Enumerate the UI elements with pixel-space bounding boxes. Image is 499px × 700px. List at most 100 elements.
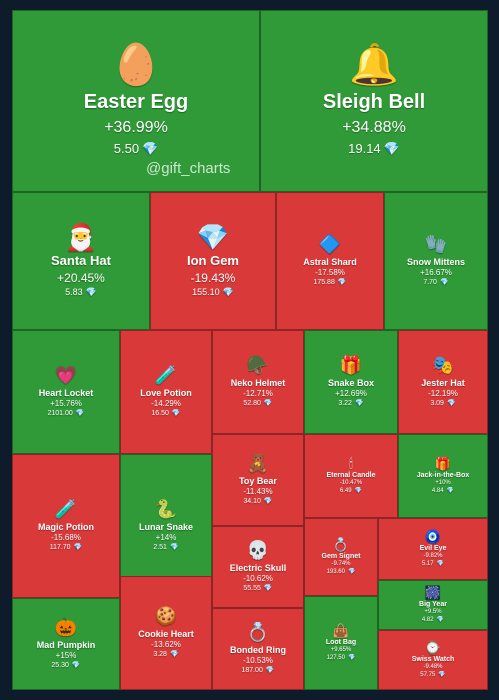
diamond-icon: 💎 bbox=[85, 287, 97, 298]
gift-name: Sleigh Bell bbox=[322, 91, 426, 114]
price-change: -19.43% bbox=[190, 270, 236, 285]
price-change: -14.29% bbox=[151, 399, 181, 409]
diamond-icon: 💎 bbox=[263, 399, 273, 407]
gift-tile[interactable]: 🎃 Mad Pumpkin +15% 25.30 💎 bbox=[12, 598, 120, 690]
electric-skull-icon: 💀 bbox=[246, 539, 270, 560]
gift-tile[interactable]: 💗 Heart Locket +15.76% 2101.00 💎 bbox=[12, 330, 120, 454]
diamond-icon: 💎 bbox=[169, 650, 179, 658]
gift-tile[interactable]: 🍪 Cookie Heart -13.62% 3.28 💎 bbox=[120, 576, 212, 690]
price: 3.09 💎 bbox=[430, 400, 455, 408]
gift-tile[interactable]: 💀 Electric Skull -10.62% 55.55 💎 bbox=[212, 526, 304, 608]
diamond-icon: 💎 bbox=[446, 487, 455, 494]
diamond-icon: 💎 bbox=[171, 409, 181, 417]
loot-bag-icon: 👜 bbox=[332, 623, 350, 639]
price-value: 4.84 bbox=[431, 487, 444, 494]
swiss-watch-icon: ⌚ bbox=[424, 640, 442, 656]
gift-tile[interactable]: 🧪 Love Potion -14.29% 16.50 💎 bbox=[120, 330, 212, 454]
price: 3.28 💎 bbox=[153, 651, 178, 659]
gift-name: Love Potion bbox=[140, 387, 192, 398]
price-value: 3.22 bbox=[338, 399, 352, 407]
price-value: 3.09 bbox=[430, 399, 444, 407]
price: 19.14 💎 bbox=[348, 141, 400, 157]
price: 52.80 💎 bbox=[243, 400, 272, 408]
gift-tile[interactable]: 🎁 Snake Box +12.69% 3.22 💎 bbox=[304, 330, 398, 434]
gift-name: Jester Hat bbox=[421, 377, 465, 388]
price-change: -15.68% bbox=[51, 533, 81, 543]
gift-name: Mad Pumpkin bbox=[36, 639, 96, 650]
easter-egg-icon: 🥚 bbox=[111, 43, 161, 88]
price-value: 52.80 bbox=[243, 399, 261, 407]
gift-name: Loot Bag bbox=[325, 639, 357, 647]
price-change: +15% bbox=[55, 651, 77, 661]
diamond-icon: 💎 bbox=[263, 497, 273, 505]
price-change: -9.74% bbox=[331, 561, 351, 568]
gift-name: Bonded Ring bbox=[230, 644, 286, 655]
price-change: +9.5% bbox=[424, 609, 442, 616]
gift-tile[interactable]: 🧤 Snow Mittens +16.67% 7.70 💎 bbox=[384, 192, 488, 330]
gift-tile[interactable]: 💍 Bonded Ring -10.53% 187.00 💎 bbox=[212, 608, 304, 690]
gift-tile[interactable]: 🔷 Astral Shard -17.58% 175.88 💎 bbox=[276, 192, 384, 330]
price-change: +36.99% bbox=[104, 119, 168, 137]
gift-tile[interactable]: 💍 Gem Signet -9.74% 193.60 💎 bbox=[304, 518, 378, 596]
price-change: +15.76% bbox=[50, 399, 82, 409]
price-change: -9.48% bbox=[423, 664, 443, 671]
price: 16.50 💎 bbox=[151, 410, 180, 418]
sleigh-bell-icon: 🔔 bbox=[349, 43, 399, 88]
love-potion-icon: 🧪 bbox=[154, 364, 178, 385]
price-change: -12.71% bbox=[243, 389, 273, 399]
price-change: -10.53% bbox=[243, 656, 273, 666]
price-value: 57.75 bbox=[420, 671, 436, 678]
price: 155.10 💎 bbox=[192, 287, 234, 298]
gift-tile[interactable]: 🎆 Big Year +9.5% 4.82 💎 bbox=[378, 580, 488, 630]
gift-tile[interactable]: 🎭 Jester Hat -12.19% 3.09 💎 bbox=[398, 330, 488, 434]
gift-name: Big Year bbox=[419, 601, 447, 609]
gift-tile[interactable]: 🧸 Toy Bear -11.43% 34.10 💎 bbox=[212, 434, 304, 526]
price: 7.70 💎 bbox=[423, 279, 448, 287]
bonded-ring-icon: 💍 bbox=[246, 621, 270, 642]
diamond-icon: 💎 bbox=[222, 287, 234, 298]
gift-tile[interactable]: 💎 Ion Gem -19.43% 155.10 💎 bbox=[150, 192, 276, 330]
gift-tile[interactable]: 🧪 Magic Potion -15.68% 117.70 💎 bbox=[12, 454, 120, 598]
gift-name: Lunar Snake bbox=[138, 521, 194, 532]
gift-tile[interactable]: 🥚 Easter Egg +36.99% 5.50 💎 bbox=[12, 10, 260, 192]
price: 55.55 💎 bbox=[243, 585, 272, 593]
price: 175.88 💎 bbox=[313, 279, 346, 287]
gift-tile[interactable]: 🧿 Evil Eye -9.82% 5.17 💎 bbox=[378, 518, 488, 580]
gift-tile[interactable]: 🔔 Sleigh Bell +34.88% 19.14 💎 bbox=[260, 10, 488, 192]
gift-tile[interactable]: 🕯 Eternal Candle -10.47% 6.49 💎 bbox=[304, 434, 398, 518]
price-value: 25.30 bbox=[51, 661, 69, 669]
price: 187.00 💎 bbox=[241, 667, 274, 675]
diamond-icon: 💎 bbox=[439, 278, 449, 286]
diamond-icon: 💎 bbox=[142, 141, 159, 157]
gift-name: Eternal Candle bbox=[326, 472, 376, 480]
price: 127.50 💎 bbox=[327, 655, 356, 662]
price-change: -9.82% bbox=[423, 553, 443, 560]
diamond-icon: 💎 bbox=[265, 666, 275, 674]
price: 3.22 💎 bbox=[338, 400, 363, 408]
diamond-icon: 💎 bbox=[438, 671, 446, 678]
gift-tile[interactable]: ⌚ Swiss Watch -9.48% 57.75 💎 bbox=[378, 630, 488, 690]
price-value: 187.00 bbox=[241, 666, 263, 674]
gift-tile[interactable]: 🐍 Lunar Snake +14% 2.51 💎 bbox=[120, 454, 212, 598]
price-value: 193.60 bbox=[326, 568, 345, 575]
price-value: 16.50 bbox=[151, 409, 169, 417]
price: 4.82 💎 bbox=[422, 617, 444, 624]
gift-tile[interactable]: 👜 Loot Bag +9.65% 127.50 💎 bbox=[304, 596, 378, 690]
gift-tile[interactable]: 🪖 Neko Helmet -12.71% 52.80 💎 bbox=[212, 330, 304, 434]
gift-name: Toy Bear bbox=[239, 475, 277, 486]
price-value: 5.50 bbox=[113, 141, 140, 157]
price-value: 5.83 bbox=[65, 287, 83, 298]
jack-in-the-box-icon: 🎁 bbox=[434, 456, 452, 472]
price: 117.70 💎 bbox=[50, 544, 83, 552]
price-change: -17.58% bbox=[315, 268, 345, 278]
price-value: 127.50 bbox=[326, 654, 345, 661]
gift-name: Jack-in-the-Box bbox=[416, 472, 470, 480]
price: 2101.00 💎 bbox=[47, 410, 84, 418]
gift-name: Swiss Watch bbox=[411, 656, 455, 664]
diamond-icon: 💎 bbox=[71, 661, 81, 669]
gift-tile[interactable]: 🎅 Santa Hat +20.45% 5.83 💎 bbox=[12, 192, 150, 330]
price-change: +20.45% bbox=[57, 270, 105, 285]
gift-name: Snake Box bbox=[327, 377, 375, 388]
price-value: 55.55 bbox=[243, 584, 261, 592]
gift-tile[interactable]: 🎁 Jack-in-the-Box +10% 4.84 💎 bbox=[398, 434, 488, 518]
